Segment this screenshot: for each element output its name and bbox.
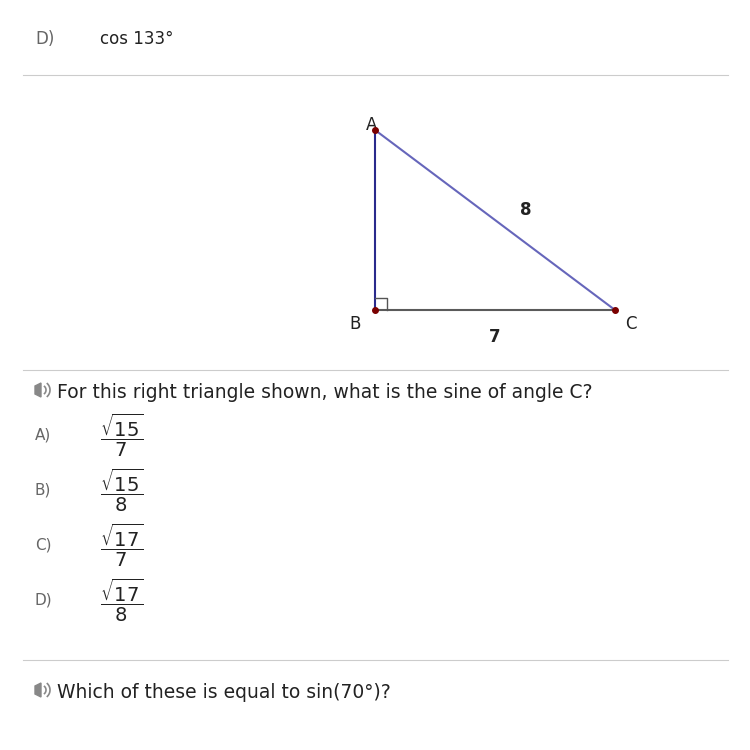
Text: $\dfrac{\sqrt{15}}{8}$: $\dfrac{\sqrt{15}}{8}$ [100, 466, 143, 514]
Text: D): D) [35, 30, 54, 48]
Text: A): A) [35, 427, 51, 442]
Text: For this right triangle shown, what is the sine of angle C?: For this right triangle shown, what is t… [57, 383, 593, 402]
Text: C: C [625, 315, 637, 333]
Text: Which of these is equal to sin(70°)?: Which of these is equal to sin(70°)? [57, 683, 391, 702]
Text: 8: 8 [520, 201, 532, 219]
Text: cos 133°: cos 133° [100, 30, 173, 48]
Polygon shape [35, 683, 41, 697]
Text: B: B [350, 315, 361, 333]
Text: D): D) [35, 592, 52, 608]
Text: A: A [366, 116, 378, 134]
Text: C): C) [35, 538, 52, 553]
Text: $\dfrac{\sqrt{17}}{7}$: $\dfrac{\sqrt{17}}{7}$ [100, 521, 143, 568]
Text: 7: 7 [489, 328, 501, 346]
Text: $\dfrac{\sqrt{15}}{7}$: $\dfrac{\sqrt{15}}{7}$ [100, 412, 143, 458]
Text: $\dfrac{\sqrt{17}}{8}$: $\dfrac{\sqrt{17}}{8}$ [100, 577, 143, 623]
Polygon shape [35, 383, 41, 397]
Text: B): B) [35, 482, 51, 497]
